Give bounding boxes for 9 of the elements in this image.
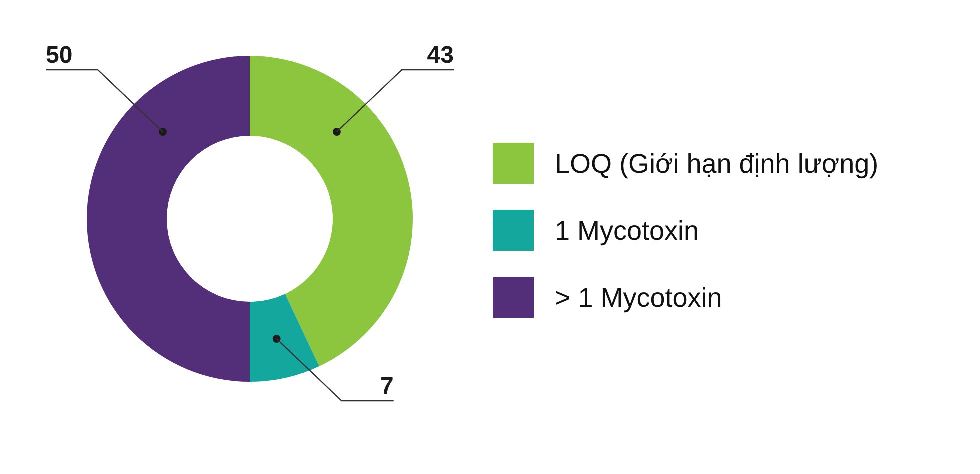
legend-label: 1 Mycotoxin — [555, 216, 700, 246]
legend-label: > 1 Mycotoxin — [555, 283, 722, 313]
donut-slice — [250, 56, 413, 366]
data-label: 43 — [427, 42, 454, 70]
donut-slice — [87, 56, 250, 382]
data-label: 50 — [46, 42, 73, 70]
legend-label: LOQ (Giới hạn định lượng) — [555, 149, 879, 179]
data-label: 7 — [380, 373, 394, 400]
donut-slice — [250, 294, 320, 382]
